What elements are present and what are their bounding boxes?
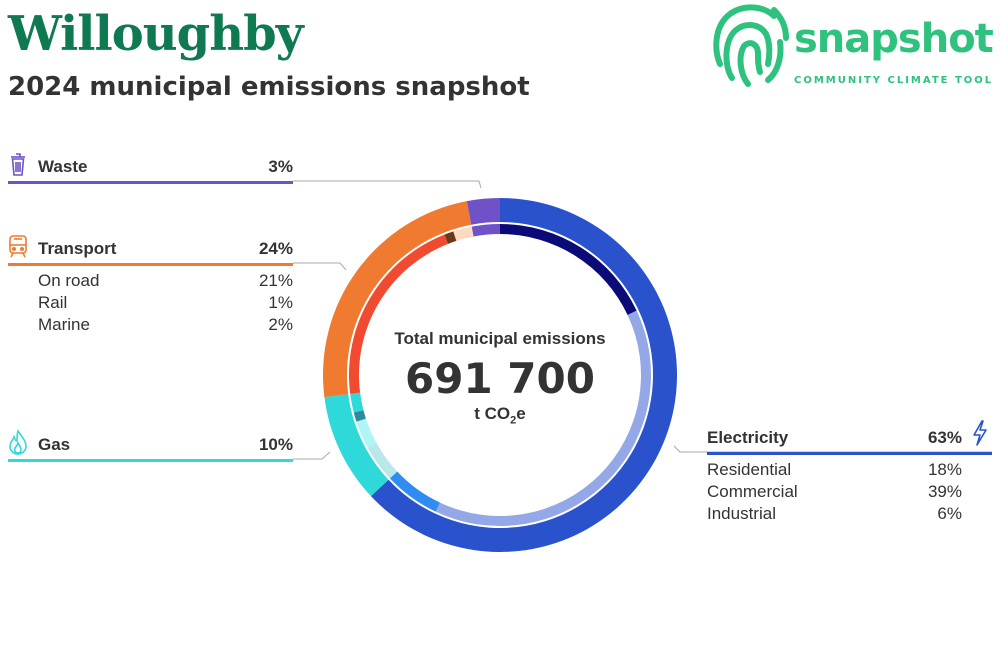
emissions-unit: t CO2e	[400, 404, 600, 426]
waste-segment	[466, 198, 500, 225]
subsector-percent: 39%	[927, 482, 962, 501]
gas-label: Gas	[38, 435, 71, 454]
page-subtitle: 2024 municipal emissions snapshot	[8, 72, 530, 102]
transport-subsegment-0	[349, 234, 449, 394]
lightning-icon	[973, 420, 987, 446]
unit-suffix: e	[516, 404, 526, 423]
subsector-percent: 18%	[927, 460, 962, 479]
gas-bar	[8, 459, 293, 462]
gas-subsegment-1	[356, 418, 377, 448]
subsector-percent: 2%	[268, 315, 293, 334]
gas-subsegment-0	[367, 442, 398, 479]
logo-wordmark: snapshot	[794, 16, 994, 62]
electricity-subsector-residential: Residential 18%	[707, 460, 962, 482]
subsector-percent: 21%	[258, 271, 293, 290]
flame-icon	[9, 429, 27, 455]
waste-bar	[8, 181, 293, 184]
waste-label: Waste	[38, 157, 88, 176]
transport-subsector-marine: Marine 2%	[38, 315, 293, 337]
subsector-percent: 1%	[268, 293, 293, 312]
gas-subsegment-3	[350, 392, 364, 413]
gas-percent: 10%	[258, 435, 293, 454]
subsector-label: On road	[38, 271, 100, 290]
electricity-subsegment-2	[389, 471, 440, 512]
electricity-segment	[370, 198, 678, 552]
subsector-label: Industrial	[707, 504, 776, 523]
transport-leader-line	[293, 262, 347, 271]
subsector-label: Commercial	[707, 482, 798, 501]
logo-tagline: COMMUNITY CLIMATE TOOL	[794, 75, 994, 86]
unit-text: t CO	[474, 404, 511, 423]
transport-percent: 24%	[258, 239, 293, 258]
electricity-percent: 63%	[927, 428, 962, 447]
waste-leader-line	[293, 180, 482, 189]
electricity-subsegment-0	[500, 224, 637, 315]
electricity-bar	[707, 452, 992, 455]
gas-segment	[324, 394, 389, 497]
subsector-label: Residential	[707, 460, 792, 479]
legend-gas: Gas 10%	[8, 429, 293, 463]
transport-subsegment-1	[444, 231, 457, 244]
page-title: Willoughby	[8, 6, 304, 62]
train-icon	[9, 235, 27, 258]
waste-subsegment-0	[471, 224, 500, 237]
fingerprint-icon	[713, 4, 789, 87]
transport-segment	[323, 201, 472, 398]
transport-subsector-rail: Rail 1%	[38, 293, 293, 315]
center-label: Total municipal emissions	[394, 329, 606, 348]
transport-label: Transport	[38, 239, 117, 258]
waste-percent: 3%	[268, 157, 293, 176]
unit-subscript: 2	[510, 414, 517, 427]
legend-electricity: Electricity 63% Residential 18% Commerci…	[707, 420, 992, 528]
gas-subsegment-2	[353, 410, 366, 422]
electricity-subsector-commercial: Commercial 39%	[707, 482, 962, 504]
trash-icon	[11, 153, 25, 176]
electricity-label: Electricity	[707, 428, 789, 447]
legend-transport: Transport 24% On road 21% Rail 1% Marine…	[8, 235, 293, 339]
transport-subsegment-2	[453, 226, 474, 241]
snapshot-logo: snapshot COMMUNITY CLIMATE TOOL	[712, 0, 1000, 92]
gas-leader-line	[293, 451, 331, 460]
subsector-label: Marine	[38, 315, 90, 334]
subsector-percent: 6%	[937, 504, 962, 523]
subsector-label: Rail	[38, 293, 68, 312]
legend-waste: Waste 3%	[8, 153, 293, 185]
transport-bar	[8, 263, 293, 266]
total-emissions-value: 691 700	[405, 354, 595, 403]
electricity-subsector-industrial: Industrial 6%	[707, 504, 962, 526]
transport-subsector-on-road: On road 21%	[38, 271, 293, 293]
